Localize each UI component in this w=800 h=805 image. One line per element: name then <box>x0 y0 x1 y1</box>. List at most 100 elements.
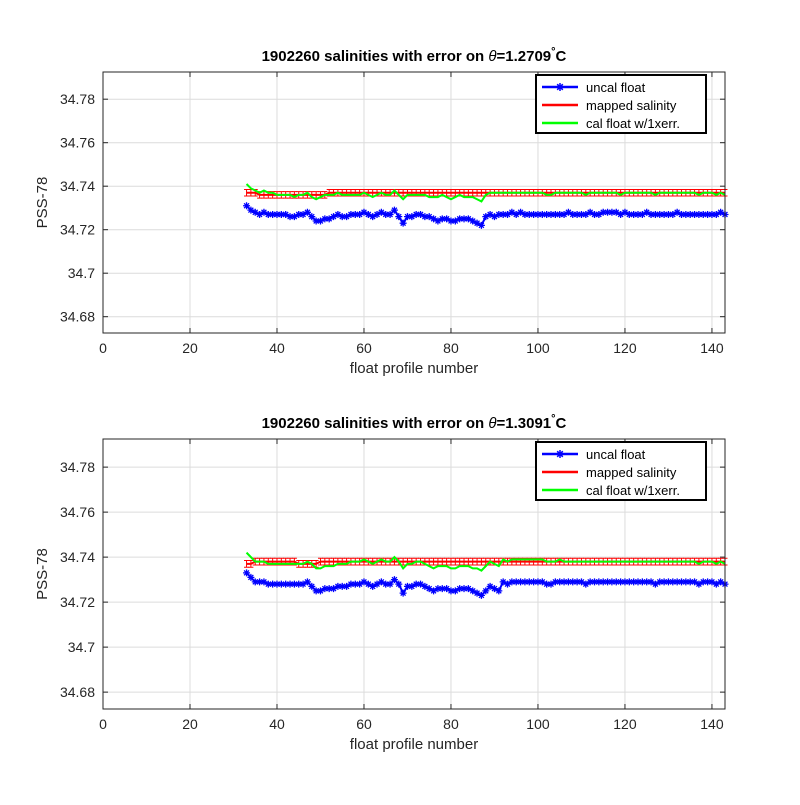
uncal-float-point <box>316 587 324 595</box>
uncal-float-point <box>591 210 599 218</box>
uncal-float-point <box>334 582 342 590</box>
x-tick-label: 0 <box>99 340 107 356</box>
uncal-float-point <box>573 210 581 218</box>
uncal-float-point <box>438 585 446 593</box>
uncal-float-point <box>269 580 277 588</box>
chart-panel-1: 0 20 40 60 80 100 120 140 34.68 34.7 34.72 34.74 34.… <box>34 46 729 377</box>
uncal-float-point <box>621 578 629 586</box>
uncal-float-point <box>430 215 438 223</box>
legend-label: cal float w/1xerr. <box>586 483 680 498</box>
uncal-float-point <box>264 580 272 588</box>
uncal-float-point <box>356 210 364 218</box>
uncal-float-point <box>386 210 394 218</box>
uncal-float-point <box>360 208 368 216</box>
uncal-float-point <box>256 210 264 218</box>
uncal-float-point <box>617 578 625 586</box>
uncal-float-point <box>277 580 285 588</box>
uncal-float-point <box>377 578 385 586</box>
uncal-float-point <box>473 589 481 597</box>
legend-mapped-salinity: mapped salinity <box>542 465 677 480</box>
uncal-float-point <box>373 210 381 218</box>
uncal-float-point <box>369 213 377 221</box>
uncal-float-point <box>417 210 425 218</box>
title-degree: ° <box>551 413 555 425</box>
uncal-float-point <box>612 208 620 216</box>
uncal-float-point <box>321 215 329 223</box>
uncal-float-point <box>290 580 298 588</box>
x-tick-label: 80 <box>443 340 459 356</box>
uncal-float-point <box>634 210 642 218</box>
uncal-float-point <box>282 210 290 218</box>
y-tick-label: 34.68 <box>60 309 95 325</box>
y-tick-label: 34.68 <box>60 684 95 700</box>
uncal-float-point <box>290 213 298 221</box>
uncal-float-point <box>490 213 498 221</box>
uncal-float-point <box>534 578 542 586</box>
uncal-float-point <box>612 578 620 586</box>
legend-cal-float: cal float w/1xerr. <box>542 116 680 131</box>
uncal-float-point <box>577 210 585 218</box>
x-tick-label: 40 <box>269 716 285 732</box>
uncal-float-point <box>434 217 442 225</box>
y-tick-label: 34.76 <box>60 135 95 151</box>
uncal-float-point <box>586 208 594 216</box>
title-prefix: 1902260 salinities with error on <box>262 48 489 65</box>
title-degree: ° <box>551 46 555 58</box>
uncal-float-point <box>382 210 390 218</box>
uncal-float-point <box>277 210 285 218</box>
uncal-float-point <box>347 210 355 218</box>
uncal-float-point <box>330 213 338 221</box>
y-tick-label: 34.78 <box>60 91 95 107</box>
uncal-float-point <box>512 210 520 218</box>
x-tick-label: 100 <box>526 340 550 356</box>
uncal-float-point <box>443 215 451 223</box>
x-axis-label: float profile number <box>350 736 478 753</box>
uncal-float-point <box>708 578 716 586</box>
uncal-float-point <box>490 585 498 593</box>
uncal-float-point <box>460 215 468 223</box>
uncal-float-point <box>273 210 281 218</box>
uncal-float-point <box>495 210 503 218</box>
uncal-float-point <box>282 580 290 588</box>
uncal-float-point <box>295 210 303 218</box>
uncal-float-point <box>534 210 542 218</box>
uncal-float-point <box>660 210 668 218</box>
uncal-float-point <box>556 210 564 218</box>
uncal-float-point <box>356 580 364 588</box>
uncal-float-point <box>564 208 572 216</box>
uncal-float-point <box>530 210 538 218</box>
uncal-float-point <box>334 210 342 218</box>
uncal-float-point <box>477 591 485 599</box>
uncal-float-point <box>591 578 599 586</box>
uncal-float-point <box>438 215 446 223</box>
title-theta-symbol: θ <box>488 48 496 65</box>
uncal-float-point <box>386 580 394 588</box>
uncal-float-point <box>486 210 494 218</box>
legend-label: mapped salinity <box>586 465 677 480</box>
uncal-float-point <box>395 213 403 221</box>
uncal-float-point <box>495 587 503 595</box>
uncal-float-point <box>308 582 316 590</box>
uncal-float-point <box>338 213 346 221</box>
uncal-float-point <box>486 582 494 590</box>
uncal-float-point <box>451 217 459 225</box>
uncal-float-point <box>643 578 651 586</box>
x-axis-label: float profile number <box>350 360 478 377</box>
title-value: =1.2709 <box>497 48 552 65</box>
uncal-float-point <box>560 210 568 218</box>
uncal-float-point <box>608 208 616 216</box>
legend-label: mapped salinity <box>586 98 677 113</box>
uncal-float-point <box>517 578 525 586</box>
uncal-float-point <box>638 210 646 218</box>
uncal-float-point <box>408 582 416 590</box>
uncal-float-point <box>708 210 716 218</box>
uncal-float-point <box>269 210 277 218</box>
uncal-float-point <box>560 578 568 586</box>
uncal-float-point <box>669 210 677 218</box>
uncal-float-point <box>399 589 407 597</box>
uncal-float-point <box>595 578 603 586</box>
uncal-float-point <box>308 213 316 221</box>
legend-uncal-float: uncal float <box>542 447 646 462</box>
uncal-float-point <box>599 208 607 216</box>
